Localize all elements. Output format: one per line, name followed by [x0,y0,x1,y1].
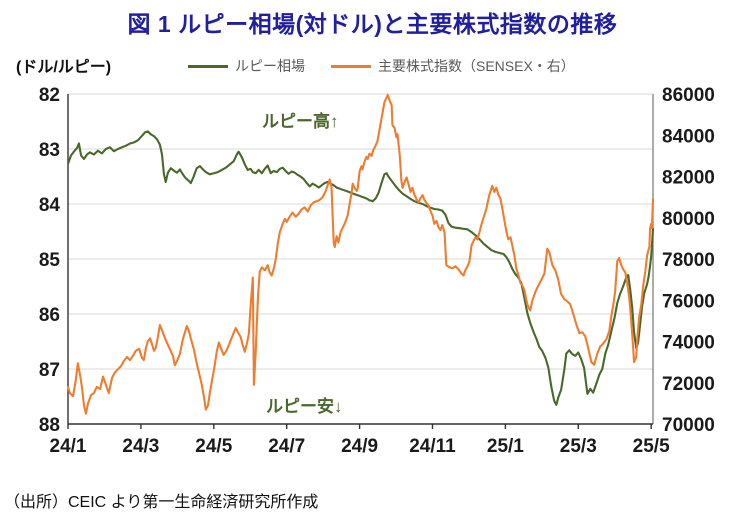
legend-label-rupee: ルピー相場 [235,58,305,74]
chart-legend: ルピー相場 主要株式指数（SENSEX・右） [188,56,575,76]
y-left-tick-label: 88 [39,415,60,436]
y-right-tick-label: 74000 [662,333,715,354]
y-right-tick-label: 78000 [662,250,715,271]
y-right-tick-label: 76000 [662,291,715,312]
rupee-line-swatch [188,64,228,68]
legend-item-sensex: 主要株式指数（SENSEX・右） [331,56,575,76]
rupee-line-series [66,130,655,406]
y-left-tick-label: 84 [39,195,61,216]
sensex-line-swatch [331,64,371,68]
x-axis-tick-label: 24/7 [268,436,305,457]
y-left-tick-label: 82 [39,85,60,106]
source-note: （出所）CEIC より第一生命経済研究所作成 [4,494,319,511]
x-axis-tick-label: 25/5 [633,436,670,457]
y-left-tick-label: 85 [39,250,61,271]
y-right-tick-label: 70000 [662,415,715,436]
sensex-line-series [66,93,655,415]
y-right-tick-label: 84000 [662,126,715,147]
x-axis-tick-label: 24/1 [50,436,87,457]
y-left-tick-label: 87 [39,360,60,381]
x-axis-tick-label: 25/3 [560,436,597,457]
y-right-tick-label: 86000 [662,85,715,106]
legend-label-sensex: 主要株式指数（SENSEX・右） [378,58,575,74]
x-axis-tick-label: 24/5 [195,436,232,457]
annotation-rupee-strong: ルピー高↑ [262,112,339,131]
annotation-rupee-weak: ルピー安↓ [266,397,343,416]
x-axis-tick-label: 24/3 [122,436,159,457]
figure-title: 図 1 ルピー相場(対ドル)と主要株式指数の推移 [127,11,618,37]
x-axis-tick-label: 24/9 [341,436,378,457]
y-left-tick-label: 83 [39,140,60,161]
x-axis-tick-label: 25/1 [487,436,524,457]
y-right-tick-label: 72000 [662,374,715,395]
y-right-tick-label: 80000 [662,209,715,230]
left-axis-unit-label: (ドル/ルピー) [16,59,112,76]
legend-item-rupee: ルピー相場 [188,56,305,76]
y-right-tick-label: 82000 [662,168,715,189]
y-left-tick-label: 86 [39,305,60,326]
x-axis-tick-label: 24/11 [409,436,456,457]
